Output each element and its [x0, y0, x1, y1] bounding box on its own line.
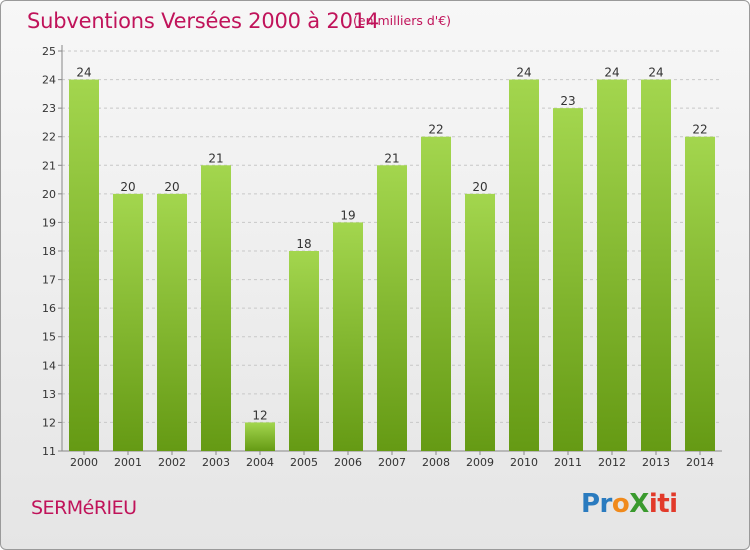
- y-tick-label: 13: [42, 388, 56, 401]
- data-label: 24: [516, 66, 531, 80]
- x-tick-label: 2009: [466, 456, 494, 469]
- x-tick-label: 2011: [554, 456, 582, 469]
- x-tick-label: 2012: [598, 456, 626, 469]
- logo-part-4: iti: [648, 489, 678, 519]
- logo-part-3: X: [629, 489, 649, 519]
- y-tick-label: 22: [42, 131, 56, 144]
- data-label: 20: [472, 180, 487, 194]
- bar-2014: [685, 136, 715, 451]
- bar-2010: [509, 79, 539, 452]
- data-label: 24: [604, 66, 619, 80]
- data-label: 12: [252, 408, 267, 422]
- data-label: 19: [340, 208, 355, 222]
- x-tick-label: 2003: [202, 456, 230, 469]
- y-tick-label: 16: [42, 302, 56, 315]
- y-tick-label: 23: [42, 102, 56, 115]
- data-label: 18: [296, 237, 311, 251]
- y-tick-label: 24: [42, 74, 56, 87]
- x-tick-label: 2002: [158, 456, 186, 469]
- y-tick-label: 20: [42, 188, 56, 201]
- x-tick-label: 2013: [642, 456, 670, 469]
- x-tick-label: 2014: [686, 456, 714, 469]
- y-tick-label: 11: [42, 445, 56, 458]
- bar-2000: [69, 79, 99, 452]
- x-tick-label: 2006: [334, 456, 362, 469]
- bar-2012: [597, 79, 627, 452]
- bar-2013: [641, 79, 671, 452]
- bar-2008: [421, 136, 451, 451]
- y-tick-label: 14: [42, 359, 56, 372]
- y-tick-label: 19: [42, 216, 56, 229]
- data-label: 24: [76, 66, 91, 80]
- y-tick-label: 12: [42, 416, 56, 429]
- commune-name: SERMéRIEU: [31, 497, 137, 519]
- bar-2002: [157, 193, 187, 451]
- data-label: 22: [428, 123, 443, 137]
- data-label: 20: [120, 180, 135, 194]
- y-tick-label: 25: [42, 45, 56, 58]
- chart-title: Subventions Versées 2000 à 2014: [27, 9, 380, 33]
- bar-2007: [377, 165, 407, 452]
- bar-2006: [333, 222, 363, 451]
- y-tick-label: 18: [42, 245, 56, 258]
- data-label: 21: [208, 151, 223, 165]
- bars: [69, 79, 715, 452]
- bar-2004: [245, 422, 275, 451]
- x-tick-label: 2007: [378, 456, 406, 469]
- data-label: 23: [560, 94, 575, 108]
- y-tick-label: 21: [42, 159, 56, 172]
- y-tick-labels: 11 12 13 14 15 16 17 18 19 20 21 22 23 24 25: [42, 45, 56, 458]
- data-label: 21: [384, 151, 399, 165]
- bar-2005: [289, 251, 319, 451]
- data-labels: 24 20 20 21 12 18 19 21 22 20 24 23 24 24 22: [76, 66, 707, 423]
- x-tick-label: 2005: [290, 456, 318, 469]
- bar-2009: [465, 193, 495, 451]
- logo-part-2: o: [611, 489, 630, 519]
- proxiti-logo: ProXiti: [581, 489, 678, 519]
- y-tick-label: 17: [42, 274, 56, 287]
- x-tick-label: 2001: [114, 456, 142, 469]
- x-tick-label: 2004: [246, 456, 274, 469]
- y-tick-label: 15: [42, 331, 56, 344]
- x-tick-label: 2008: [422, 456, 450, 469]
- x-tick-label: 2000: [70, 456, 98, 469]
- bar-2011: [553, 108, 583, 452]
- data-label: 22: [692, 123, 707, 137]
- bar-2003: [201, 165, 231, 452]
- chart-subtitle: (en milliers d'€): [353, 13, 452, 28]
- logo-part-1: Pr: [581, 489, 612, 519]
- x-tick-label: 2010: [510, 456, 538, 469]
- data-label: 20: [164, 180, 179, 194]
- x-tick-labels: 2000 2001 2002 2003 2004 2005 2006 2007 2008 2009…: [70, 456, 714, 469]
- bar-2001: [113, 193, 143, 451]
- data-label: 24: [648, 66, 663, 80]
